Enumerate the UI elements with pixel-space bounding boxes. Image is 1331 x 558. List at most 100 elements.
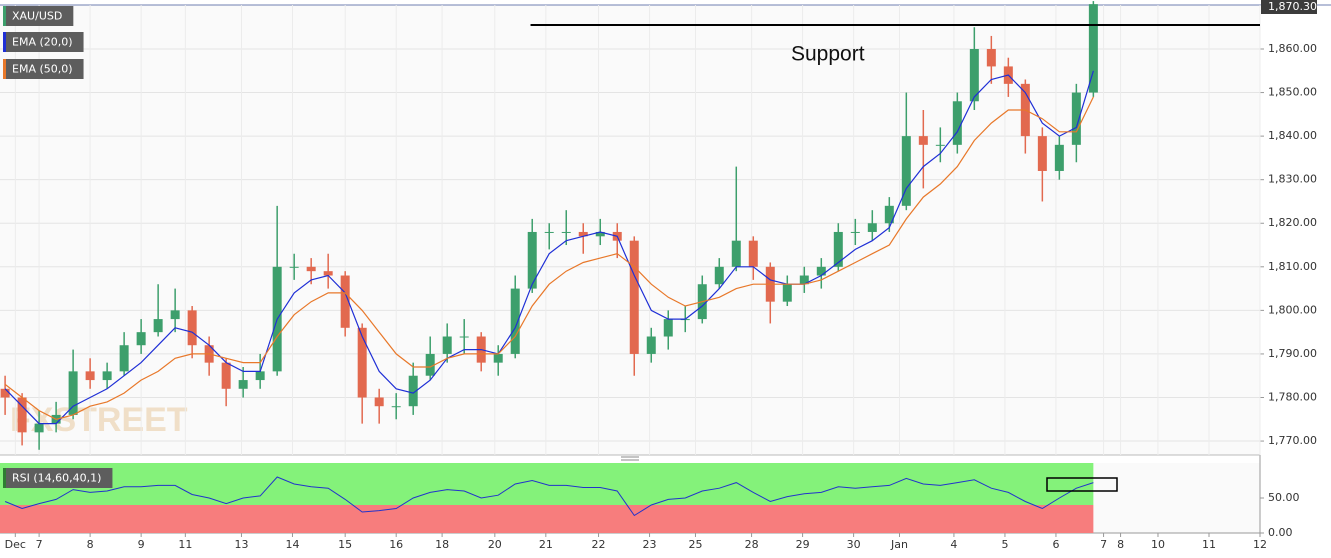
candle-body xyxy=(68,371,78,415)
candle-body xyxy=(901,136,911,206)
x-tick-label: Jan xyxy=(890,538,908,551)
x-tick-label: 9 xyxy=(138,538,145,551)
candle-body xyxy=(850,231,860,233)
candle-body xyxy=(816,266,826,276)
candle-body xyxy=(1037,136,1047,171)
y-tick-label: 1,840.00 xyxy=(1268,129,1317,142)
y-tick-label: 1,810.00 xyxy=(1268,260,1317,273)
candle-body xyxy=(663,319,673,337)
legend-swatch xyxy=(3,468,6,488)
x-tick-label: 28 xyxy=(745,538,759,551)
candle-body xyxy=(935,144,945,146)
y-tick-label: 1,780.00 xyxy=(1268,390,1317,403)
x-tick-label: 22 xyxy=(592,538,606,551)
rsi-zone xyxy=(0,463,1094,505)
candle-body xyxy=(255,371,265,381)
x-tick-label: 10 xyxy=(1151,538,1165,551)
y-tick-label: 1,770.00 xyxy=(1268,434,1317,447)
x-tick-label: 14 xyxy=(285,538,299,551)
x-tick-label: 18 xyxy=(435,538,449,551)
candle-body xyxy=(136,332,146,346)
legend-label: EMA (50,0) xyxy=(12,63,73,76)
candle-body xyxy=(0,388,10,398)
candle-body xyxy=(595,231,605,237)
candle-body xyxy=(187,310,197,346)
legend-label: XAU/USD xyxy=(12,10,62,23)
y-tick-label: 1,790.00 xyxy=(1268,347,1317,360)
legend-label: EMA (20,0) xyxy=(12,36,73,49)
y-tick-label: 1,860.00 xyxy=(1268,42,1317,55)
legend-swatch xyxy=(3,32,6,52)
x-tick-label: 15 xyxy=(338,538,352,551)
candle-body xyxy=(1071,92,1081,145)
x-tick-label: 16 xyxy=(389,538,403,551)
y-tick-label: 0.00 xyxy=(1268,526,1293,539)
candle-body xyxy=(340,275,350,328)
series-line xyxy=(4,476,1094,517)
candle-body xyxy=(867,223,877,232)
legend-swatch xyxy=(3,6,6,26)
x-tick-label: 7 xyxy=(36,538,43,551)
candle-body xyxy=(408,375,418,407)
legend-swatch xyxy=(3,59,6,79)
x-tick-label: 29 xyxy=(796,538,810,551)
candle-body xyxy=(969,48,979,102)
candle-body xyxy=(459,336,469,338)
x-tick-label: 7 xyxy=(1100,538,1107,551)
candle-body xyxy=(153,319,163,333)
pane-handle[interactable] xyxy=(621,456,639,461)
x-tick-label: 8 xyxy=(87,538,94,551)
x-tick-label: 13 xyxy=(234,538,248,551)
candle-body xyxy=(629,240,639,354)
candle-body xyxy=(391,406,401,408)
candle-body xyxy=(833,231,843,267)
candle-body xyxy=(1054,144,1064,171)
marks: 1,770.00 1,780.00 1,790.00 1,800.00 1,810.00… xyxy=(0,0,1317,551)
candle-body xyxy=(357,327,367,398)
last-price-tag xyxy=(1261,0,1317,14)
candle-body xyxy=(918,136,928,145)
last-price-label: 1,870.30 xyxy=(1268,0,1317,13)
candle-body xyxy=(238,380,248,389)
candle-body xyxy=(17,397,27,433)
y-tick-label: 50.00 xyxy=(1268,491,1300,504)
legend-box xyxy=(3,6,74,26)
candle-body xyxy=(986,48,996,67)
x-tick-label: 20 xyxy=(488,538,502,551)
x-tick-label: 12 xyxy=(1253,538,1267,551)
legend-box xyxy=(3,468,113,488)
candle-body xyxy=(442,336,452,354)
price-plot xyxy=(0,5,1260,455)
y-tick-label: 1,830.00 xyxy=(1268,173,1317,186)
candle-body xyxy=(578,231,588,237)
x-tick-label: Dec xyxy=(5,538,26,551)
rsi-zone xyxy=(0,505,1094,533)
x-tick-label: 11 xyxy=(1202,538,1216,551)
y-tick-label: 1,800.00 xyxy=(1268,303,1317,316)
candle-body xyxy=(799,275,809,285)
support-label: Support xyxy=(791,43,865,66)
highlight-box xyxy=(1046,477,1118,492)
candle-body xyxy=(544,231,554,233)
candle-body xyxy=(731,240,741,267)
candle-body xyxy=(493,353,503,363)
x-tick-label: 25 xyxy=(688,538,702,551)
candle-body xyxy=(782,284,792,302)
x-tick-label: 4 xyxy=(950,538,957,551)
legend-box xyxy=(3,59,84,79)
candle-body xyxy=(748,240,758,267)
candle-body xyxy=(646,336,656,354)
candle-body xyxy=(306,266,316,272)
x-tick-label: 8 xyxy=(1117,538,1124,551)
candle-body xyxy=(170,310,180,320)
watermark: FXSTREET xyxy=(10,401,188,439)
y-tick-label: 1,850.00 xyxy=(1268,86,1317,99)
candle-body xyxy=(221,362,231,389)
series-line xyxy=(4,96,1094,420)
candle-body xyxy=(884,205,894,224)
series-line xyxy=(4,70,1094,425)
candle-body xyxy=(714,266,724,285)
candle-body xyxy=(374,397,384,407)
candle-body xyxy=(289,266,299,268)
